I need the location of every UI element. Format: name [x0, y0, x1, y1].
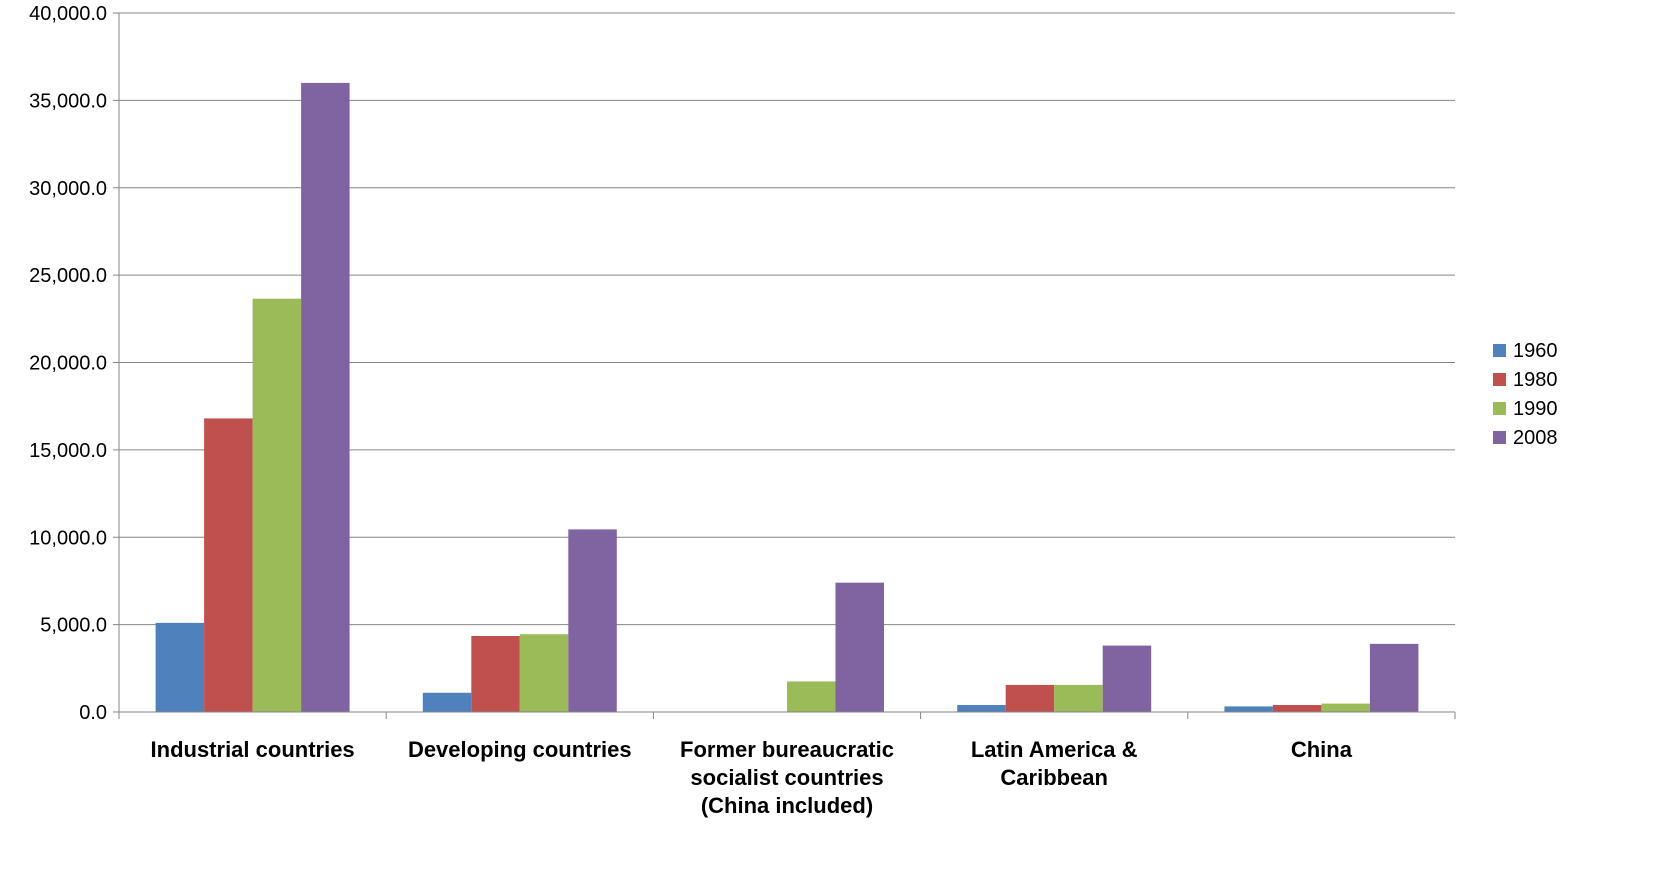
bar-2008 [568, 529, 617, 712]
legend-swatch [1493, 373, 1506, 386]
bar-1980 [471, 635, 520, 712]
legend-label: 1990 [1513, 398, 1558, 420]
bar-2008 [1369, 643, 1419, 712]
bar-1990 [252, 298, 302, 712]
x-category-label: China [1291, 737, 1353, 762]
bar-2008 [835, 582, 884, 712]
bar-1960 [957, 705, 1006, 712]
bar-1990 [1054, 684, 1103, 712]
bar-1980 [204, 418, 253, 712]
legend-label: 2008 [1513, 427, 1558, 449]
bar-1980 [1005, 684, 1055, 712]
legend-label: 1980 [1513, 369, 1558, 391]
y-tick-label: 30,000.0 [29, 178, 107, 200]
x-category-label: Industrial countries [151, 737, 355, 762]
y-tick-label: 10,000.0 [29, 527, 107, 549]
y-tick-label: 35,000.0 [29, 90, 107, 112]
y-tick-label: 0.0 [79, 702, 107, 724]
legend-label: 1960 [1513, 340, 1558, 362]
x-category-label: Developing countries [408, 737, 632, 762]
legend-swatch [1493, 431, 1506, 444]
y-tick-label: 5,000.0 [40, 615, 107, 637]
y-tick-label: 20,000.0 [29, 353, 107, 375]
bars [155, 82, 1419, 712]
bar-1990 [519, 634, 569, 712]
bar-1980 [1272, 705, 1322, 712]
legend-item-2008: 2008 [1493, 427, 1558, 449]
x-category-label: Latin America & Caribbean [971, 737, 1138, 790]
bar-1960 [1224, 706, 1273, 712]
bar-1960 [155, 622, 205, 712]
legend-swatch [1493, 344, 1506, 357]
legend-item-1990: 1990 [1493, 398, 1558, 420]
axes [113, 12, 1456, 719]
legend-swatch [1493, 402, 1506, 415]
bar-1960 [422, 692, 472, 712]
axis-labels: 0.0 5,000.0 10,000.0 15,000.0 20,000.0 25,000… [29, 3, 1353, 818]
y-tick-label: 25,000.0 [29, 265, 107, 287]
bar-1990 [787, 681, 836, 712]
legend: 1960 1980 1990 2008 [1493, 340, 1558, 449]
bar-1990 [1321, 703, 1370, 712]
legend-item-1960: 1960 [1493, 340, 1558, 362]
bar-2008 [1102, 645, 1152, 712]
bar-2008 [301, 82, 350, 712]
y-tick-label: 40,000.0 [29, 3, 107, 25]
y-tick-label: 15,000.0 [29, 440, 107, 462]
x-category-label: Former bureaucratic socialist countries (C… [680, 737, 894, 818]
legend-item-1980: 1980 [1493, 369, 1558, 391]
